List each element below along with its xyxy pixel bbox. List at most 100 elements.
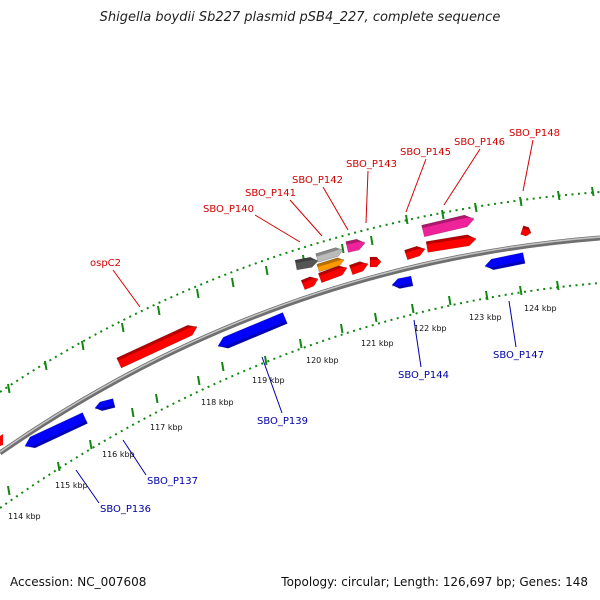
outer-tick-mark bbox=[474, 202, 478, 213]
outer-tick-mark bbox=[121, 322, 125, 333]
outer-tick-mark bbox=[405, 214, 409, 225]
tick-label: 114 kbp bbox=[8, 512, 41, 521]
gene-label-forward: SBO_P142 bbox=[292, 175, 343, 186]
inner-tick-mark bbox=[448, 295, 452, 306]
gene-fwd-2-shade bbox=[318, 265, 347, 277]
gene-fwd-6-shade bbox=[426, 234, 476, 245]
gene-label-forward: SBO_P148 bbox=[509, 128, 560, 139]
gene-label-reverse: SBO_P144 bbox=[398, 370, 449, 381]
gene-label-reverse: SBO_P136 bbox=[100, 504, 151, 515]
gene-light-gray-shade bbox=[315, 247, 343, 257]
gene-features bbox=[0, 214, 532, 449]
label-leader-line bbox=[75, 469, 100, 504]
gene-fwd-1-shade bbox=[301, 276, 318, 284]
label-leader-line bbox=[522, 139, 534, 192]
gene-SBO_P144-shade bbox=[392, 283, 413, 289]
outer-tick-mark bbox=[196, 288, 200, 299]
gene-label-forward: SBO_P143 bbox=[346, 159, 397, 170]
gene-fwd-3-shade bbox=[349, 261, 368, 269]
label-leader-line bbox=[413, 319, 422, 368]
inner-tick-mark bbox=[299, 338, 303, 349]
gene-label-forward: ospC2 bbox=[90, 258, 121, 269]
label-leader-line bbox=[508, 300, 517, 348]
gene-pink-1-shade bbox=[345, 239, 365, 245]
outer-tick-mark bbox=[557, 190, 561, 201]
gene-label-forward: SBO_P145 bbox=[400, 147, 451, 158]
gene-label-reverse: SBO_P139 bbox=[257, 416, 308, 427]
gene-SBO_P136-shade bbox=[25, 420, 88, 448]
gene-light-gray bbox=[315, 247, 344, 263]
gene-SBO_P139-shade bbox=[218, 320, 288, 349]
tick-label: 123 kbp bbox=[469, 313, 502, 322]
inner-tick-mark bbox=[264, 355, 268, 366]
gene-fwd-1 bbox=[300, 276, 319, 290]
gene-label-forward: SBO_P140 bbox=[203, 204, 254, 215]
inner-tick-mark bbox=[7, 485, 11, 496]
tick-label: 119 kbp bbox=[252, 376, 285, 385]
inner-tick-mark bbox=[197, 375, 201, 386]
gene-fwd-5 bbox=[404, 245, 426, 261]
gene-ospC2-shade bbox=[116, 325, 197, 361]
tick-label: 117 kbp bbox=[150, 423, 183, 432]
gene-ospC2 bbox=[116, 324, 198, 369]
tick-label: 122 kbp bbox=[414, 324, 447, 333]
tick-label: 115 kbp bbox=[55, 481, 88, 490]
map-title: Shigella boydii Sb227 plasmid pSB4_227, … bbox=[99, 10, 501, 25]
gene-fwd-5-shade bbox=[404, 246, 425, 254]
gene-labels: ospC2SBO_P140SBO_P141SBO_P142SBO_P143SBO… bbox=[75, 128, 560, 515]
gene-SBO_P144 bbox=[391, 275, 414, 289]
summary-text: Topology: circular; Length: 126,697 bp; … bbox=[281, 575, 588, 589]
inner-tick-mark bbox=[556, 280, 560, 291]
gene-fwd-4-shade bbox=[370, 257, 381, 262]
gene-orange-shade bbox=[316, 257, 344, 267]
label-leader-line bbox=[443, 148, 481, 206]
gene-fwd-4 bbox=[369, 256, 382, 268]
inner-tick-mark bbox=[374, 312, 378, 323]
outer-major-ticks bbox=[7, 186, 595, 394]
outer-tick-mark bbox=[441, 209, 445, 220]
inner-tick-mark bbox=[89, 439, 93, 450]
gene-fwd-6 bbox=[425, 234, 477, 253]
gene-fwd-3 bbox=[348, 261, 369, 276]
accession-text: Accession: NC_007608 bbox=[10, 575, 147, 589]
outer-dotted-ring bbox=[0, 191, 600, 393]
gene-SBO_P137 bbox=[94, 398, 116, 412]
tick-label: 118 kbp bbox=[201, 398, 234, 407]
tick-label: 116 kbp bbox=[102, 450, 135, 459]
outer-tick-mark bbox=[591, 186, 595, 197]
gene-fwd-2 bbox=[317, 265, 348, 284]
inner-tick-mark bbox=[485, 290, 489, 301]
label-leader-line bbox=[365, 170, 369, 224]
gene-SBO_P136 bbox=[24, 412, 88, 449]
inner-major-ticks bbox=[7, 280, 560, 496]
gene-SBO_P147-shade bbox=[485, 260, 526, 270]
outer-tick-mark bbox=[265, 265, 269, 276]
tick-label: 120 kbp bbox=[306, 356, 339, 365]
gene-pink-2-shade bbox=[421, 215, 474, 229]
inner-tick-mark bbox=[411, 303, 415, 314]
inner-tick-mark bbox=[131, 407, 135, 418]
outer-tick-mark bbox=[370, 235, 374, 246]
inner-tick-mark bbox=[340, 323, 344, 334]
gene-partial-left bbox=[0, 434, 3, 446]
gene-dark-gray-shade bbox=[295, 257, 318, 263]
gene-label-forward: SBO_P146 bbox=[454, 137, 505, 148]
label-leader-line bbox=[261, 356, 283, 414]
label-leader-line bbox=[405, 158, 427, 213]
outer-tick-mark bbox=[519, 196, 523, 207]
gene-SBO_P137-shade bbox=[95, 404, 116, 411]
outer-tick-mark bbox=[7, 383, 11, 394]
label-leader-line bbox=[122, 439, 147, 476]
gene-SBO_P139 bbox=[217, 312, 288, 349]
inner-tick-mark bbox=[519, 285, 523, 296]
outer-tick-mark bbox=[44, 360, 48, 371]
gene-dark-gray bbox=[294, 256, 319, 271]
outer-tick-mark bbox=[81, 340, 85, 351]
gene-orange bbox=[316, 257, 345, 273]
outer-tick-mark bbox=[231, 277, 235, 288]
gene-pink-2 bbox=[421, 214, 475, 238]
gene-label-reverse: SBO_P137 bbox=[147, 476, 198, 487]
label-leader-line bbox=[112, 269, 141, 308]
tick-label: 121 kbp bbox=[361, 339, 394, 348]
